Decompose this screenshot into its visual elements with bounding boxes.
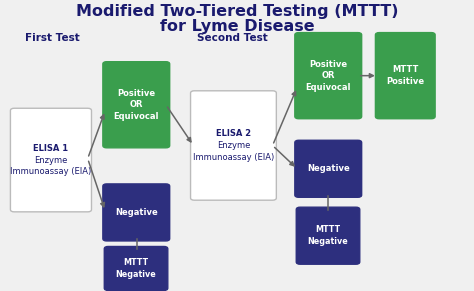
Text: Immunoassay (EIA): Immunoassay (EIA) (10, 167, 91, 176)
Text: Negative: Negative (115, 208, 158, 217)
FancyBboxPatch shape (191, 91, 276, 200)
Text: First Test: First Test (25, 33, 80, 43)
Text: Immunoassay (EIA): Immunoassay (EIA) (193, 153, 274, 162)
Text: Positive
OR
Equivocal: Positive OR Equivocal (114, 89, 159, 121)
Text: MTTT
Negative: MTTT Negative (116, 258, 156, 279)
FancyBboxPatch shape (103, 184, 170, 241)
Text: Second Test: Second Test (197, 33, 268, 43)
Text: ELISA 1: ELISA 1 (33, 144, 69, 153)
Text: MTTT
Negative: MTTT Negative (308, 226, 348, 246)
FancyBboxPatch shape (375, 33, 435, 119)
Text: MTTT
Positive: MTTT Positive (386, 65, 424, 86)
Text: Enzyme: Enzyme (34, 156, 68, 164)
FancyBboxPatch shape (103, 62, 170, 148)
Text: Negative: Negative (307, 164, 350, 173)
Text: Positive
OR
Equivocal: Positive OR Equivocal (306, 60, 351, 92)
Text: Modified Two-Tiered Testing (MTTT): Modified Two-Tiered Testing (MTTT) (76, 4, 398, 19)
Text: for Lyme Disease: for Lyme Disease (160, 19, 314, 34)
Text: ELISA 2: ELISA 2 (216, 129, 251, 138)
FancyBboxPatch shape (295, 140, 362, 197)
FancyBboxPatch shape (10, 108, 91, 212)
Text: Enzyme: Enzyme (217, 141, 250, 150)
FancyBboxPatch shape (104, 246, 168, 290)
FancyBboxPatch shape (296, 207, 360, 264)
FancyBboxPatch shape (295, 33, 362, 119)
